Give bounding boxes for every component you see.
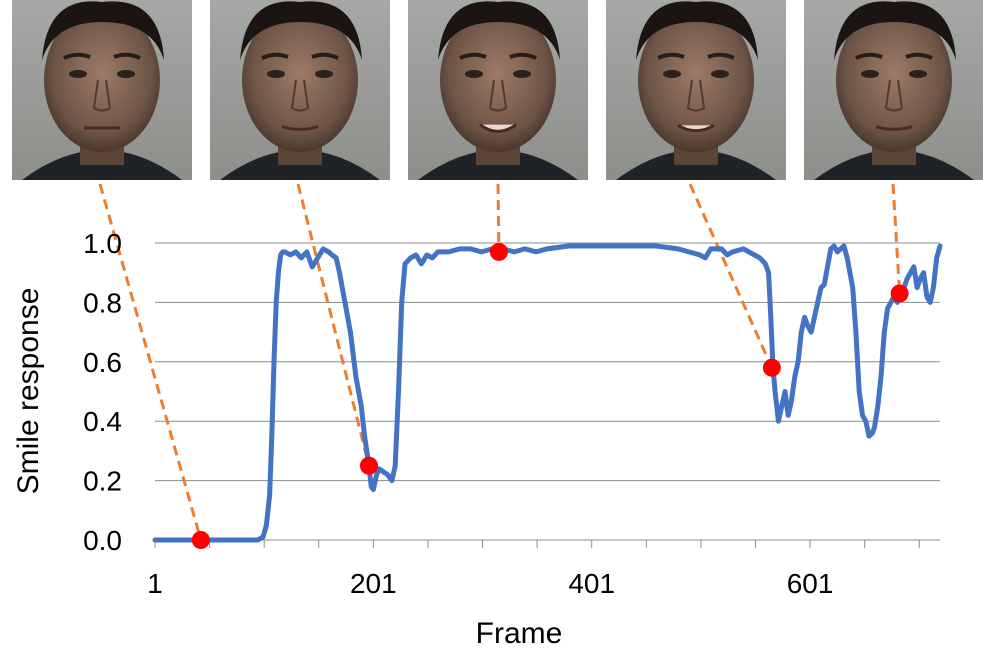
y-tick-label: 1.0 (83, 228, 122, 259)
x-axis-title: Frame (476, 617, 563, 650)
hair-shape (240, 1, 362, 60)
right-eyebrow (905, 52, 933, 60)
hair-shape (438, 1, 560, 60)
y-axis-title: Smile response (12, 288, 45, 495)
right-eyebrow (113, 52, 141, 60)
right-eye (117, 70, 135, 78)
left-eyebrow (855, 52, 883, 60)
x-axis-ticks (154, 540, 920, 548)
hair-shape (636, 1, 758, 60)
face-shape (836, 8, 952, 152)
nose-shape (290, 79, 310, 112)
x-tick-label: 1 (147, 568, 163, 599)
y-tick-label: 0.0 (83, 525, 122, 556)
nose-shape (884, 79, 904, 112)
x-tick-label: 601 (787, 568, 834, 599)
highlighted-point (890, 284, 909, 303)
right-eye (909, 70, 927, 78)
leader-line (688, 183, 774, 369)
right-eyebrow (707, 52, 735, 60)
mouth-shape (479, 123, 517, 133)
highlighted-point (489, 242, 508, 261)
leader-line (496, 183, 501, 252)
right-eyebrow (509, 52, 537, 60)
y-tick-labels: 0.0 0.2 0.4 0.6 0.8 1.0 (83, 228, 122, 556)
left-eye (69, 70, 87, 78)
face-thumbnail (804, 0, 983, 180)
x-tick-label: 201 (350, 568, 397, 599)
left-eye (861, 70, 879, 78)
highlighted-points (191, 242, 909, 549)
face-thumbnail (210, 0, 390, 180)
y-tick-label: 0.2 (83, 466, 122, 497)
x-tick-label: 401 (568, 568, 615, 599)
leader-line (891, 183, 902, 294)
face-shape (44, 8, 160, 152)
mouth-shape (281, 125, 319, 131)
mouth-shape (875, 125, 913, 131)
face-shape (638, 8, 754, 152)
face-thumbnail (12, 0, 192, 180)
right-eye (513, 70, 531, 78)
highlighted-point (191, 531, 210, 549)
left-eyebrow (261, 52, 289, 60)
highlighted-point (762, 358, 781, 377)
left-eyebrow (459, 52, 487, 60)
left-eye (267, 70, 285, 78)
nose-shape (488, 79, 508, 112)
y-tick-label: 0.4 (83, 406, 122, 437)
y-tick-label: 0.6 (83, 347, 122, 378)
y-tick-label: 0.8 (83, 287, 122, 318)
x-tick-labels: 1 201 401 601 (147, 568, 833, 599)
right-eyebrow (311, 52, 339, 60)
left-eye (465, 70, 483, 78)
smile-response-line (152, 243, 943, 543)
face-shape (242, 8, 358, 152)
nose-shape (686, 79, 706, 112)
leader-line (296, 183, 371, 467)
left-eyebrow (63, 52, 91, 60)
face-thumbnail (606, 0, 786, 180)
left-eye (663, 70, 681, 78)
leader-line (98, 183, 203, 541)
hair-shape (834, 1, 956, 60)
right-eye (315, 70, 333, 78)
nose-shape (92, 79, 112, 112)
leader-lines (98, 183, 902, 541)
face-thumbnails (12, 0, 983, 180)
face-thumbnail (408, 0, 588, 180)
mouth-shape (677, 124, 715, 133)
right-eye (711, 70, 729, 78)
left-eyebrow (657, 52, 685, 60)
plot-gridlines (155, 242, 940, 541)
face-shape (440, 8, 556, 152)
highlighted-point (359, 456, 378, 475)
hair-shape (42, 1, 164, 60)
